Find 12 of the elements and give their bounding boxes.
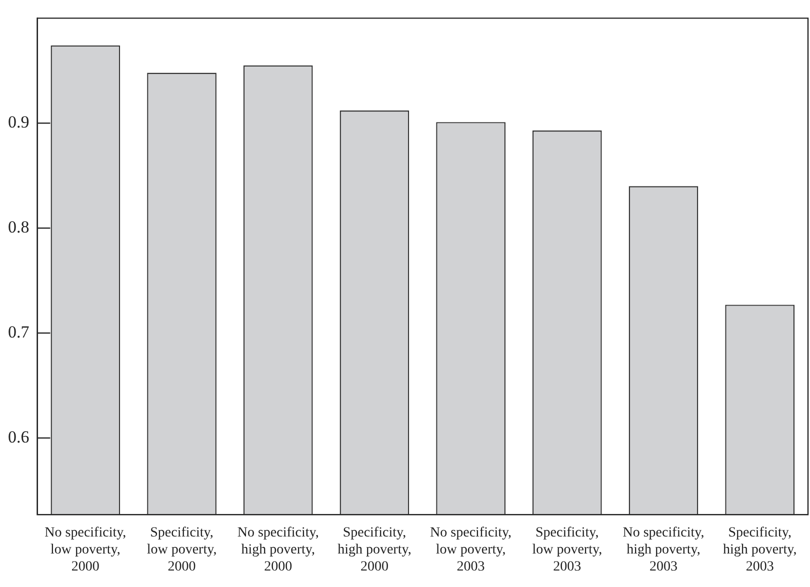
x-tick-label: No specificity, high poverty, 2003 (622, 526, 704, 574)
x-tick-label: Specificity, low poverty, 2003 (532, 526, 602, 574)
x-tick-label: Specificity, low poverty, 2000 (146, 526, 217, 574)
y-tick-label: 0.7 (8, 322, 30, 342)
x-tick-label: Specificity, high poverty, 2000 (338, 526, 412, 574)
x-tick-label: No specificity, high poverty, 2000 (237, 526, 319, 574)
x-tick-label: No specificity, low poverty, 2003 (430, 526, 512, 574)
y-tick-label: 0.6 (8, 427, 30, 446)
x-tick-label: Specificity, high poverty, 2003 (722, 526, 797, 574)
y-tick-label: 0.8 (8, 218, 30, 237)
x-tick-label: No specificity, low poverty, 2000 (44, 526, 126, 574)
y-tick-label: 0.9 (8, 112, 30, 132)
